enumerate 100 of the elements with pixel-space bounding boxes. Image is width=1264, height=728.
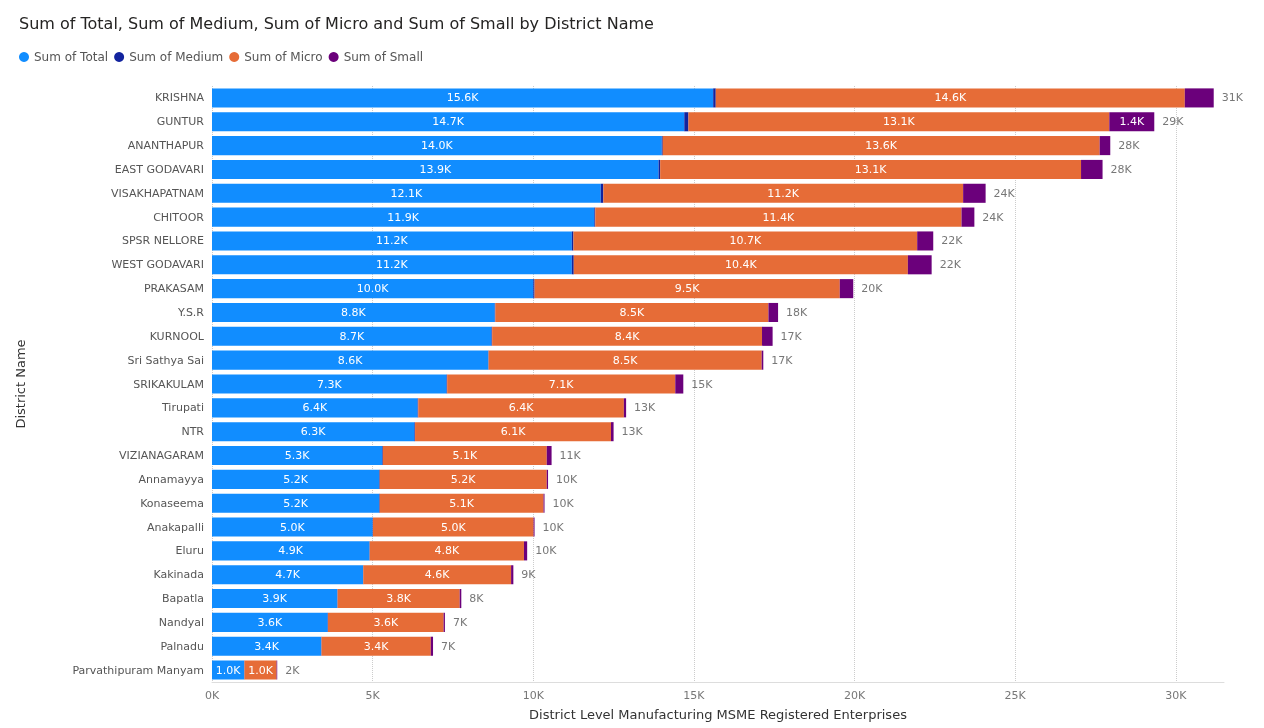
data-label: 14.0K [421,139,454,153]
data-label: 10.7K [729,234,762,248]
total-label: 2K [285,663,301,677]
y-tick-label: GUNTUR [156,115,205,129]
total-label: 17K [780,329,803,343]
data-label: 3.8K [386,592,412,606]
data-label: 11.2K [376,258,409,272]
x-tick-label: 15K [683,689,706,702]
data-label: 9.5K [674,282,701,296]
total-label: 10K [552,496,575,510]
y-tick-label: SRIKAKULAM [133,377,204,391]
y-tick-label: Konaseema [140,496,204,510]
total-label: 13K [621,425,644,439]
legend-label: Sum of Micro [244,50,323,64]
data-label: 10.4K [724,258,758,272]
chart-title: Sum of Total, Sum of Medium, Sum of Micro and Sum of Small by District Name [19,13,654,33]
data-label: 1.0K [215,663,242,677]
total-label: 18K [786,305,809,319]
y-tick-label: VISAKHAPATNAM [110,186,204,200]
data-label: 5.1K [449,496,475,510]
data-label: 7.1K [548,377,575,391]
data-label: 8.5K [619,305,646,319]
total-label: 7K [441,639,457,653]
y-tick-label: WEST GODAVARI [111,258,204,272]
total-label: 8K [469,592,485,606]
data-label: 7.3K [316,377,343,391]
total-label: 7K [452,615,468,629]
data-label: 6.4K [508,401,535,415]
x-tick-label: 10K [522,689,545,702]
y-tick-label: Eluru [175,544,204,558]
x-tick-label: 0K [204,689,220,702]
y-tick-label: KRISHNA [154,91,205,105]
total-label: 28K [1118,139,1141,153]
y-tick-label: Bapatla [161,592,204,606]
data-label: 8.6K [337,353,364,367]
data-label: 3.9K [262,592,288,606]
total-label: 24K [982,210,1005,224]
total-label: 24K [993,186,1016,200]
data-label: 13.1K [883,115,916,129]
data-label: 11.2K [376,234,409,248]
data-label: 13.1K [854,162,888,176]
data-label: 11.2K [767,186,800,200]
y-tick-label: SPSR NELLORE [121,234,205,248]
data-label: 6.3K [300,425,327,439]
data-label: 4.7K [275,568,301,582]
data-label: 5.2K [283,496,309,510]
total-label: 11K [559,449,582,463]
x-tick-label: 30K [1165,689,1188,702]
legend-label: Sum of Small [343,50,424,64]
data-label: 5.0K [440,520,467,534]
data-label: 3.6K [373,615,399,629]
y-tick-label: Nandyal [158,615,204,629]
data-label: 5.2K [450,472,477,486]
data-label: 13.6K [865,139,898,153]
total-label: 10K [542,520,565,534]
total-label: 29K [1162,115,1185,129]
data-label: 4.8K [434,544,460,558]
data-label: 13.9K [419,162,452,176]
y-tick-label: KURNOOL [149,329,205,343]
data-label: 8.8K [341,305,367,319]
y-tick-label: Annamayya [138,472,204,486]
total-label: 20K [861,282,884,296]
y-tick-label: ANANTHAPUR [127,139,205,153]
data-label: 1.4K [1119,115,1145,129]
data-label: 3.6K [257,615,283,629]
data-label: 1.0K [248,663,274,677]
data-label: 8.4K [614,329,641,343]
data-label: 4.9K [278,544,304,558]
total-label: 17K [771,353,794,367]
data-label: 14.6K [934,91,967,105]
data-label: 11.4K [762,210,796,224]
data-label: 6.1K [500,425,527,439]
y-tick-label: EAST GODAVARI [114,162,204,176]
total-label: 10K [535,544,558,558]
data-label: 12.1K [390,186,423,200]
y-tick-label: Anakapalli [146,520,204,534]
x-tick-label: 20K [843,689,866,702]
x-tick-label: 5K [365,689,381,702]
data-label: 11.9K [387,210,420,224]
data-label: 4.6K [424,568,451,582]
total-label: 28K [1110,162,1133,176]
data-label: 5.0K [279,520,306,534]
data-label: 3.4K [363,639,390,653]
data-label: 6.4K [302,401,328,415]
data-label: 15.6K [446,91,480,105]
y-tick-label: NTR [181,425,205,439]
y-tick-label: Y.S.R [176,305,205,319]
y-tick-label: Sri Sathya Sai [127,353,204,367]
y-axis-title: District Name [13,339,28,429]
y-tick-label: Parvathipuram Manyam [72,663,204,677]
data-label: 5.2K [283,472,309,486]
data-label: 14.7K [432,115,465,129]
y-tick-label: Palnadu [160,639,204,653]
x-tick-label: 25K [1004,689,1027,702]
total-label: 10K [556,472,579,486]
total-label: 31K [1221,91,1244,105]
y-tick-label: CHITOOR [153,210,205,224]
total-label: 13K [634,401,657,415]
x-axis-title: District Level Manufacturing MSME Registered Enterprises [529,707,908,722]
data-label: 8.5K [612,353,639,367]
